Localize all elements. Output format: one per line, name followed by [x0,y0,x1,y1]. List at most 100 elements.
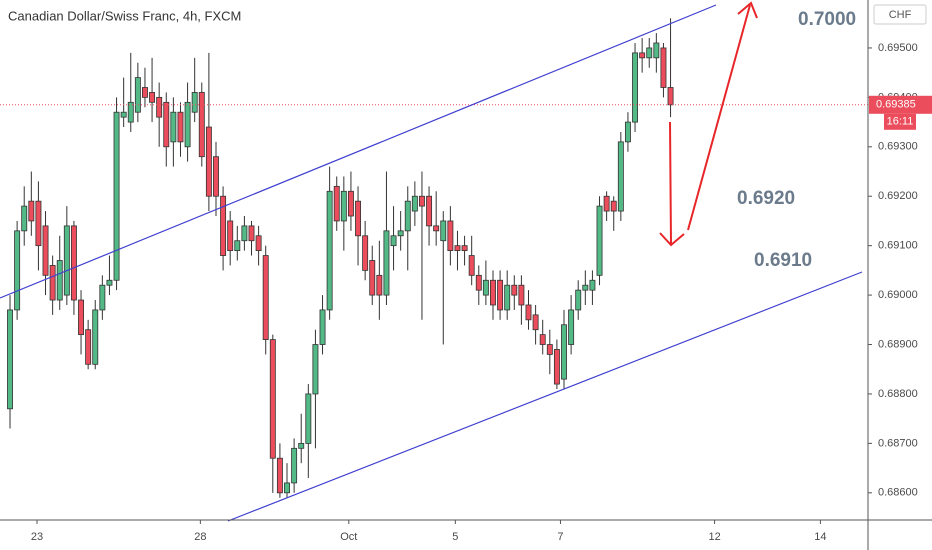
candle-body [511,284,518,296]
countdown-label: 16:11 [887,116,914,128]
candle-body [220,195,227,256]
candle-body [568,309,575,345]
candle-body [504,284,511,311]
candle-body [539,334,546,345]
candle-body [255,235,262,252]
candle-body [305,393,312,444]
y-tick-label: 0.68700 [878,437,918,449]
candle-body [667,87,674,106]
candle-body [28,200,35,222]
candle-body [433,225,440,232]
annotation: 0.7000 [798,9,856,30]
candle-body [70,225,77,301]
candle-body [184,101,191,148]
candle-body [660,47,667,88]
candle-body [624,121,631,143]
candle-body [227,220,234,252]
x-tick-label: 7 [557,531,563,543]
candle-body [312,344,319,395]
y-tick-label: 0.69000 [878,289,918,301]
candle-body [49,265,56,301]
candle-body [440,220,447,242]
candle-body [99,284,106,311]
candle-body [639,52,646,59]
candle-body [610,200,617,212]
candle-body [156,96,163,118]
candle-body [468,255,475,276]
candles [0,18,868,498]
candle-body [248,225,255,242]
candle-body [56,260,63,301]
candle-body [617,141,624,212]
last-price-label: 0.69385 [876,99,916,111]
annotation: 0.6920 [737,188,795,209]
candle-body [582,284,589,291]
candle-body [21,205,28,232]
axis-labels: 0.68600 0.68700 0.68800 0.68900 0.69000 0.691… [31,42,932,543]
currency: CHF [889,9,912,21]
y-tick-label: 0.68800 [878,388,918,400]
candle-body [603,195,610,212]
y-tick-label: 0.69300 [878,141,918,153]
candle-body [589,279,596,291]
x-tick-label: 28 [194,531,206,543]
candle-body [127,101,134,123]
y-tick-label: 0.69200 [878,190,918,202]
candle-body [291,447,298,484]
candle-body [63,225,70,296]
last-price-tag [869,95,932,114]
candle-body [454,245,461,252]
chart-title: Canadian Dollar/Swiss Franc, 4h, FXCM [8,8,241,23]
candle-body [92,309,99,365]
arrow-down-head [659,232,685,247]
candle-body [383,230,390,296]
candle-body [490,279,496,306]
candle-body [497,279,504,311]
candle-body [319,309,326,345]
candle-body [284,482,290,494]
x-tick-label: 14 [814,531,826,543]
annotation: 0.6910 [754,250,812,271]
price-axis [868,0,932,550]
candle-body [532,314,539,331]
candle-body [106,279,113,286]
candle-body [149,92,156,103]
candle-body [163,101,170,148]
arrow-up-head [737,1,758,19]
candle-body [369,260,376,296]
y-tick-label: 0.69100 [878,240,918,252]
candle-body [170,111,177,143]
candle-body [191,92,198,113]
x-tick-label: 5 [452,531,458,543]
candle-body [205,126,212,197]
candle-body [177,111,184,143]
arrow-up [687,4,751,231]
candle-body [461,245,468,252]
currency-box[interactable] [873,4,927,25]
candle-body [213,156,219,197]
candle-body [546,344,553,355]
candle-body [142,87,148,98]
candle-body [362,235,369,271]
candle-body [234,240,241,252]
candle-body [120,111,127,118]
candle-body [340,190,347,222]
candle-body [397,230,404,237]
candle-body [575,289,582,311]
channel-upper [0,4,717,299]
candle-body [596,205,603,276]
candle-body [42,225,49,276]
candle-body [390,235,397,247]
candle-body [376,274,383,296]
y-tick-label: 0.68900 [878,338,918,350]
candle-body [262,255,269,340]
candle-body [411,195,418,212]
candle-body [78,299,84,336]
candle-body [326,190,333,311]
candle-body [482,279,489,296]
candle-body [475,274,482,291]
candle-body [646,47,653,59]
x-tick-label: 12 [708,531,720,543]
candle-body [241,225,248,242]
